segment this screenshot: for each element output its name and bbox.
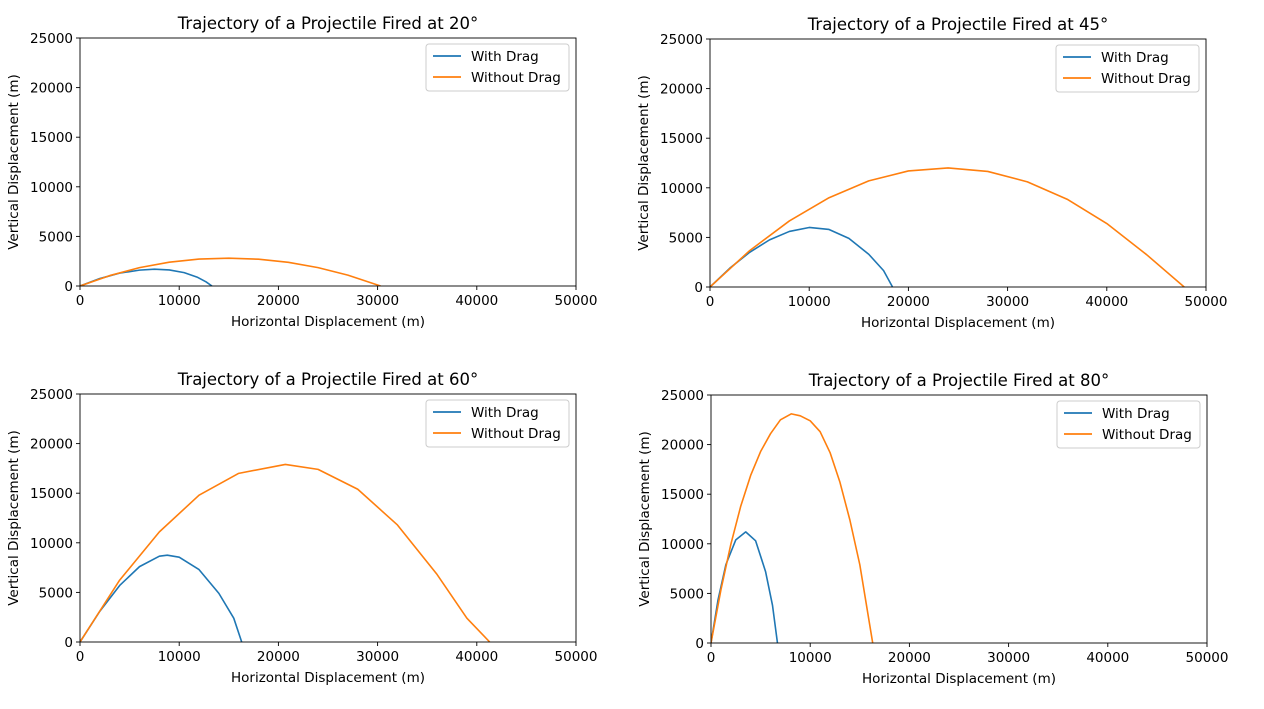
- x-tick-label: 30000: [356, 293, 399, 309]
- series-line-without-drag: [710, 167, 1185, 287]
- y-tick-label: 15000: [30, 130, 73, 146]
- y-tick-label: 0: [64, 279, 73, 295]
- y-tick-label: 20000: [660, 82, 703, 98]
- y-axis-label: Vertical Displacement (m): [637, 431, 653, 607]
- y-tick-label: 5000: [39, 585, 73, 601]
- legend-label-without-drag: Without Drag: [1101, 71, 1191, 87]
- series-line-with-drag: [80, 268, 213, 286]
- x-axis-label: Horizontal Displacement (m): [231, 670, 425, 686]
- legend-label-with-drag: With Drag: [1102, 406, 1170, 422]
- chart-panel-1: 0 10000 20000 30000 40000 50000 0 5000 10000 1500…: [6, 14, 597, 330]
- series-line-with-drag: [80, 554, 243, 642]
- chart-panel-4: 0 10000 20000 30000 40000 50000 0 5000 10000 1500…: [637, 371, 1228, 687]
- series-line-without-drag: [711, 413, 874, 643]
- y-tick-label: 5000: [670, 586, 704, 602]
- y-axis-label: Vertical Displacement (m): [6, 74, 22, 250]
- y-tick-label: 0: [64, 635, 73, 651]
- x-tick-label: 30000: [356, 649, 399, 665]
- x-tick-label: 30000: [987, 650, 1030, 666]
- legend: With Drag Without Drag: [1056, 400, 1201, 449]
- x-tick-label: 10000: [158, 293, 201, 309]
- x-tick-label: 50000: [1186, 650, 1229, 666]
- legend-box: [1055, 44, 1200, 93]
- legend-box: [425, 399, 570, 448]
- legend-label-with-drag: With Drag: [1101, 50, 1169, 66]
- legend-label-with-drag: With Drag: [471, 405, 539, 421]
- y-tick-label: 10000: [30, 180, 73, 196]
- x-tick-label: 40000: [1086, 650, 1129, 666]
- legend-label-with-drag: With Drag: [471, 49, 539, 65]
- legend-label-without-drag: Without Drag: [471, 426, 561, 442]
- x-tick-label: 20000: [257, 293, 300, 309]
- y-tick-label: 15000: [660, 131, 703, 147]
- y-axis-label: Vertical Displacement (m): [6, 430, 22, 606]
- chart-title: Trajectory of a Projectile Fired at 45°: [807, 15, 1108, 34]
- y-tick-label: 20000: [661, 438, 704, 454]
- plot-frame: [709, 38, 1207, 288]
- x-tick-label: 50000: [1185, 294, 1228, 310]
- x-tick-label: 20000: [257, 649, 300, 665]
- y-tick-label: 15000: [661, 487, 704, 503]
- y-tick-label: 10000: [30, 536, 73, 552]
- y-tick-label: 25000: [30, 31, 73, 47]
- y-tick-label: 20000: [30, 81, 73, 97]
- y-tick-label: 5000: [669, 230, 703, 246]
- y-tick-label: 0: [695, 636, 704, 652]
- legend-label-without-drag: Without Drag: [471, 70, 561, 86]
- plot-frame: [79, 37, 577, 287]
- x-tick-label: 0: [76, 649, 85, 665]
- x-tick-label: 0: [707, 650, 716, 666]
- chart-title: Trajectory of a Projectile Fired at 80°: [808, 371, 1109, 390]
- chart-title: Trajectory of a Projectile Fired at 20°: [177, 14, 478, 33]
- legend-label-without-drag: Without Drag: [1102, 427, 1192, 443]
- x-tick-label: 40000: [1085, 294, 1128, 310]
- y-axis-label: Vertical Displacement (m): [636, 75, 652, 251]
- x-tick-label: 40000: [455, 649, 498, 665]
- y-tick-label: 10000: [660, 181, 703, 197]
- x-tick-label: 10000: [788, 294, 831, 310]
- series-line-with-drag: [710, 226, 894, 287]
- y-tick-label: 0: [694, 280, 703, 296]
- chart-panel-2: 0 10000 20000 30000 40000 50000 0 5000 10000 1500…: [636, 15, 1227, 331]
- series-line-without-drag: [80, 257, 381, 286]
- plot-frame: [710, 394, 1208, 644]
- y-tick-label: 5000: [39, 229, 73, 245]
- x-tick-label: 0: [706, 294, 715, 310]
- x-tick-label: 20000: [888, 650, 931, 666]
- legend: With Drag Without Drag: [425, 399, 570, 448]
- x-tick-label: 0: [76, 293, 85, 309]
- x-tick-label: 30000: [986, 294, 1029, 310]
- x-tick-label: 10000: [158, 649, 201, 665]
- y-tick-label: 15000: [30, 486, 73, 502]
- chart-title: Trajectory of a Projectile Fired at 60°: [177, 370, 478, 389]
- legend: With Drag Without Drag: [425, 43, 570, 92]
- y-tick-label: 25000: [30, 387, 73, 403]
- x-tick-label: 50000: [555, 649, 598, 665]
- x-tick-label: 40000: [455, 293, 498, 309]
- y-tick-label: 25000: [660, 32, 703, 48]
- x-axis-label: Horizontal Displacement (m): [861, 315, 1055, 331]
- legend-box: [1056, 400, 1201, 449]
- y-tick-label: 20000: [30, 437, 73, 453]
- x-axis-label: Horizontal Displacement (m): [231, 314, 425, 330]
- x-tick-label: 50000: [555, 293, 598, 309]
- y-tick-label: 25000: [661, 388, 704, 404]
- x-axis-label: Horizontal Displacement (m): [862, 671, 1056, 687]
- legend: With Drag Without Drag: [1055, 44, 1200, 93]
- legend-box: [425, 43, 570, 92]
- series-line-without-drag: [80, 463, 491, 642]
- x-tick-label: 20000: [887, 294, 930, 310]
- chart-panel-3: 0 10000 20000 30000 40000 50000 0 5000 10000 1500…: [6, 370, 597, 686]
- plot-frame: [79, 393, 577, 643]
- x-tick-label: 10000: [789, 650, 832, 666]
- y-tick-label: 10000: [661, 537, 704, 553]
